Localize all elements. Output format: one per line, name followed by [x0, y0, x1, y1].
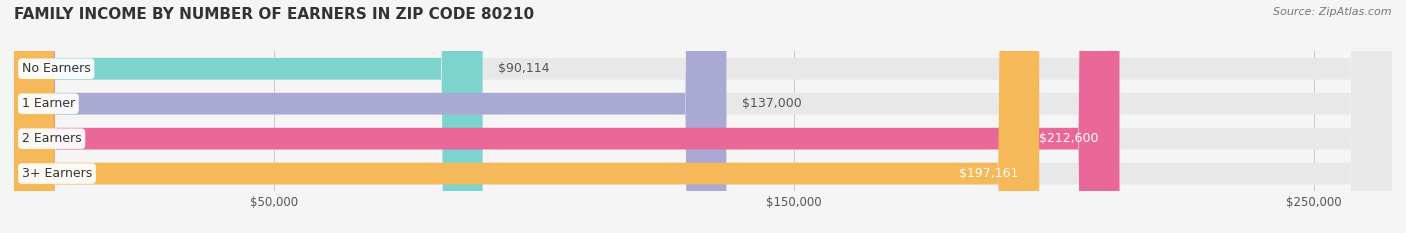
Text: $137,000: $137,000: [742, 97, 801, 110]
Text: No Earners: No Earners: [22, 62, 90, 75]
FancyBboxPatch shape: [14, 0, 1039, 233]
FancyBboxPatch shape: [14, 0, 1392, 233]
FancyBboxPatch shape: [14, 0, 482, 233]
FancyBboxPatch shape: [14, 0, 727, 233]
Text: 2 Earners: 2 Earners: [22, 132, 82, 145]
Text: Source: ZipAtlas.com: Source: ZipAtlas.com: [1274, 7, 1392, 17]
Text: $90,114: $90,114: [498, 62, 550, 75]
FancyBboxPatch shape: [14, 0, 1119, 233]
FancyBboxPatch shape: [14, 0, 1392, 233]
Text: $197,161: $197,161: [959, 167, 1018, 180]
FancyBboxPatch shape: [14, 0, 1392, 233]
Text: 1 Earner: 1 Earner: [22, 97, 75, 110]
Text: $212,600: $212,600: [1039, 132, 1098, 145]
FancyBboxPatch shape: [14, 0, 1392, 233]
Text: FAMILY INCOME BY NUMBER OF EARNERS IN ZIP CODE 80210: FAMILY INCOME BY NUMBER OF EARNERS IN ZI…: [14, 7, 534, 22]
Text: 3+ Earners: 3+ Earners: [22, 167, 93, 180]
